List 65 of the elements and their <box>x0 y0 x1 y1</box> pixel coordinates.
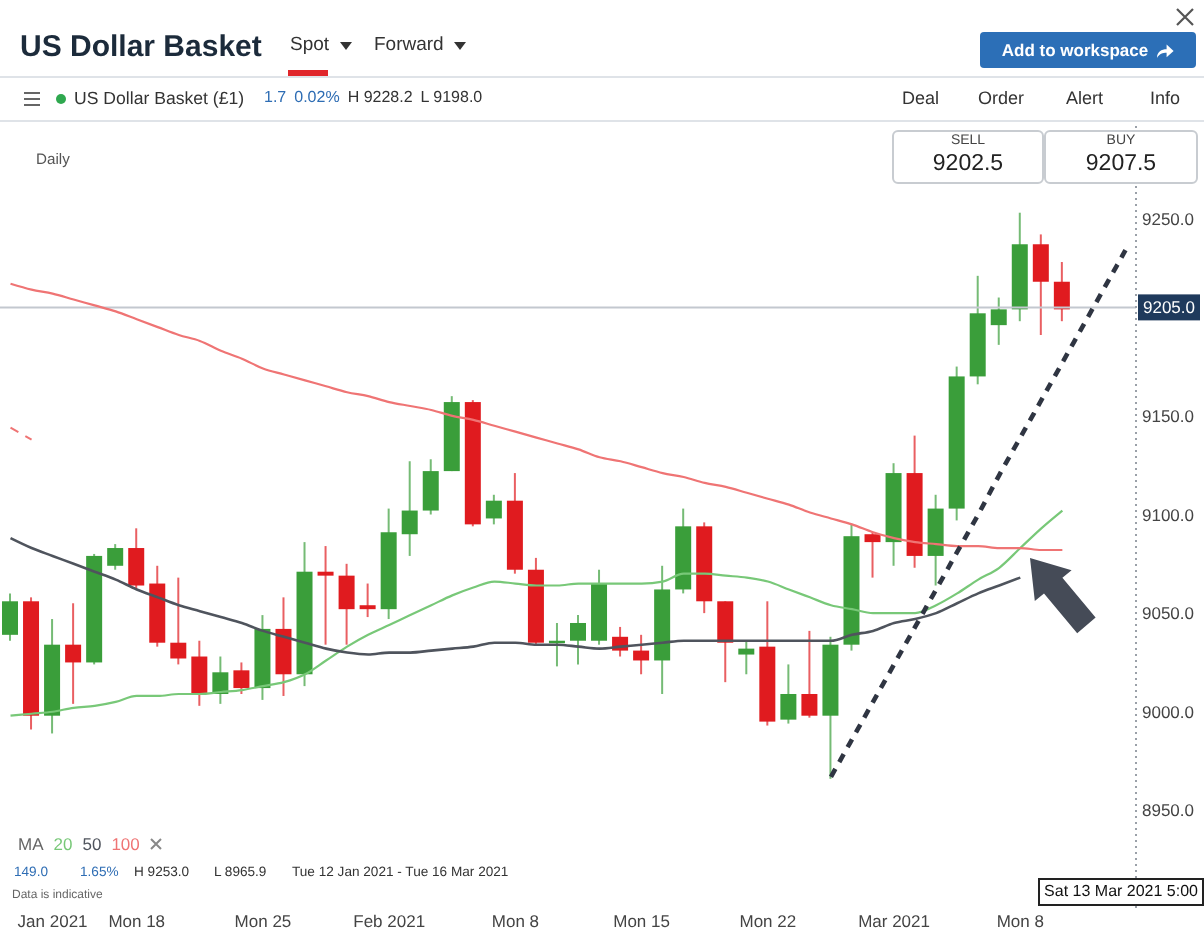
text: US Dollar Basket (£1) <box>74 87 245 109</box>
candlestick <box>864 531 881 579</box>
candlestick <box>65 602 82 705</box>
text: Forward <box>374 34 444 57</box>
candlestick <box>780 663 797 725</box>
candlestick <box>170 576 187 666</box>
y-tick-label: 9250.0 <box>1142 208 1195 229</box>
text: 20 <box>53 834 73 855</box>
text: 0.02% <box>294 88 340 108</box>
x-tick-label: Mon 8 <box>491 911 540 932</box>
candlestick <box>1053 261 1070 323</box>
candlestick <box>801 629 818 719</box>
line-series <box>828 247 1128 780</box>
candlestick <box>990 296 1007 346</box>
candlestick <box>738 639 755 676</box>
text: Deal <box>902 87 940 109</box>
candlestick <box>422 458 439 516</box>
candlestick <box>191 639 208 707</box>
chart-title: US Dollar Basket <box>20 29 262 65</box>
candlestick <box>359 582 376 619</box>
candlestick <box>1032 233 1049 336</box>
x-tick-label: Feb 2021 <box>353 911 426 932</box>
candlestick <box>317 545 334 646</box>
x-tick-label: Mon 8 <box>996 911 1045 932</box>
annotation: Sat 13 Mar 2021 5:00 <box>1044 882 1198 900</box>
candlestick <box>927 493 944 587</box>
text: Alert <box>1066 87 1104 109</box>
x-tick-label: Mon 18 <box>108 911 166 932</box>
text: 100 <box>111 834 140 855</box>
text: 1.7 <box>264 88 287 108</box>
annotation: 9207.5 <box>1085 151 1157 180</box>
x-tick-label: Jan 2021 <box>17 911 89 932</box>
candlestick <box>107 543 124 571</box>
text: Info <box>1150 87 1181 109</box>
workspace-button: Add to workspace <box>980 32 1196 68</box>
text: H 9228.2 <box>347 88 413 108</box>
candlestick <box>338 562 355 646</box>
line-series <box>9 509 1064 717</box>
x-tick-label: Mar 2021 <box>858 911 931 932</box>
text: 50 <box>82 834 102 855</box>
text: Order <box>978 87 1025 109</box>
date-tag: Sat 13 Mar 2021 5:00 <box>1038 878 1204 906</box>
candlestick <box>485 493 502 526</box>
candlestick <box>717 600 734 684</box>
candlestick <box>2 592 18 642</box>
candlestick <box>128 527 145 591</box>
candlestick <box>233 661 250 695</box>
candlestick <box>633 633 650 676</box>
ref-line-label: 9205.0 <box>1143 297 1196 318</box>
y-tick-label: 9150.0 <box>1142 405 1195 426</box>
y-tick-label: 9000.0 <box>1142 701 1195 722</box>
candlestick <box>212 655 229 705</box>
legend-title: MA <box>18 834 44 855</box>
y-tick-label: 8950.0 <box>1142 800 1195 821</box>
text: L 9198.0 <box>420 88 483 108</box>
candlestick <box>401 460 418 557</box>
y-tick-label: 9050.0 <box>1142 603 1195 624</box>
text: Spot <box>290 34 330 57</box>
y-tick-label: 9100.0 <box>1142 504 1195 525</box>
x-tick-label: Mon 25 <box>234 911 292 932</box>
x-tick-label: Mon 15 <box>613 911 671 932</box>
x-tick-label: Mon 22 <box>739 911 797 932</box>
annotation: 9202.5 <box>932 151 1004 180</box>
candlestick <box>570 614 586 666</box>
candlestick <box>275 596 292 697</box>
